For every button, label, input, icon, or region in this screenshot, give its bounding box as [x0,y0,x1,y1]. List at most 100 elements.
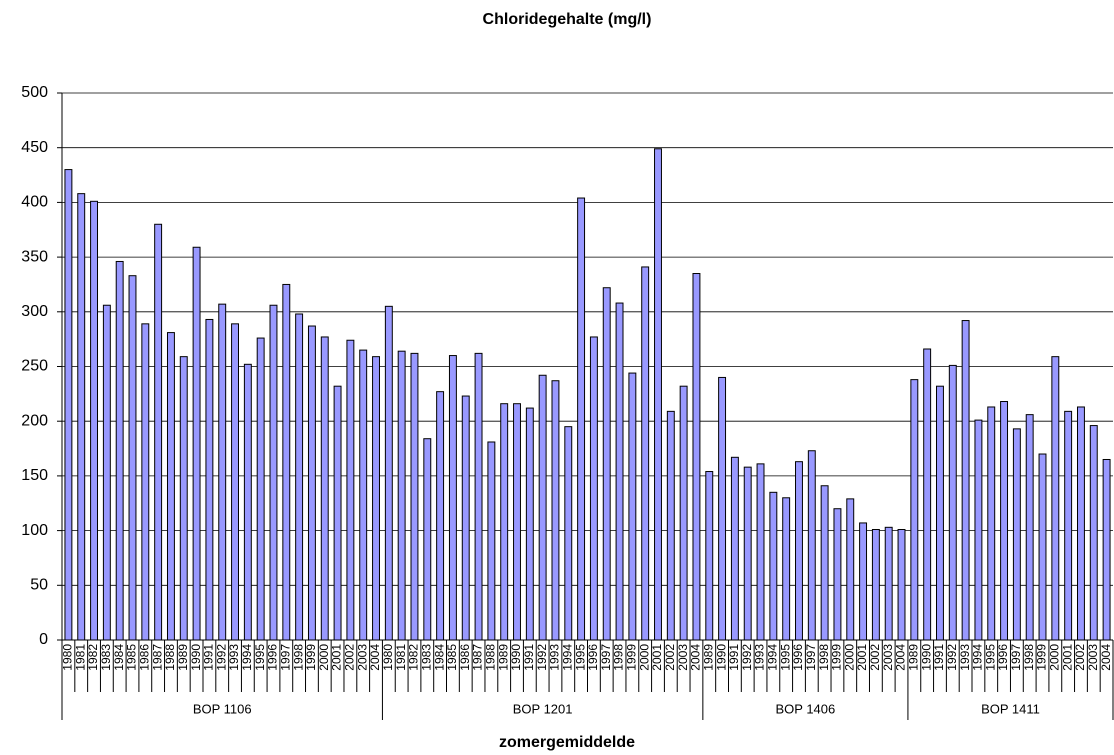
bar [243,363,252,641]
x-tick-label: 1983 [419,644,433,671]
x-tick-label: 2003 [881,644,895,671]
x-tick-label: 2000 [317,644,331,671]
bar [871,529,880,641]
x-tick-label: 1989 [176,644,190,671]
bar [384,305,393,641]
group-label: BOP 1406 [776,701,836,716]
x-tick-label: 2001 [330,644,344,671]
x-tick-label: 1998 [1022,644,1036,671]
bar [987,406,996,641]
bar [718,376,727,641]
bar [423,438,432,641]
x-tick-label: 1999 [304,644,318,671]
bar [666,410,675,641]
bar [269,304,278,641]
x-tick-label: 1987 [150,644,164,671]
x-tick-label: 1996 [266,644,280,671]
x-tick-label: 2002 [1073,644,1087,671]
x-tick-label: 2000 [842,644,856,671]
bar [218,303,227,641]
bar [1000,401,1009,641]
bar [654,148,662,641]
bar [1051,356,1060,641]
x-tick-label: 1988 [484,644,498,671]
bar [859,522,868,641]
x-tick-label: 1997 [599,644,613,671]
bar [102,304,111,641]
bar [602,287,611,641]
bar [564,426,573,641]
x-tick-label: 2001 [1060,644,1074,671]
bar [333,385,342,641]
x-tick-label: 1996 [586,644,600,671]
y-tick-label: 300 [21,303,48,320]
bar [282,283,291,641]
y-tick-label: 250 [21,358,48,375]
y-tick-label: 50 [30,577,48,594]
x-tick-label: 2001 [855,644,869,671]
y-tick-label: 450 [21,139,48,156]
x-tick-label: 2000 [637,644,651,671]
x-tick-label: 1998 [612,644,626,671]
y-tick-label: 400 [21,194,48,211]
bar [756,463,765,641]
x-tick-label: 1990 [919,644,933,671]
x-tick-label: 1995 [983,644,997,671]
x-tick-label: 1996 [996,644,1010,671]
x-tick-label: 1985 [445,644,459,671]
x-tick-label: 1981 [394,644,408,671]
bar [820,485,829,641]
x-tick-label: 1988 [163,644,177,671]
x-tick-label: 1980 [381,644,395,671]
x-tick-label: 1991 [202,644,216,671]
bar [846,498,855,641]
x-tick-label: 1998 [291,644,305,671]
bar [448,355,457,641]
bar [166,332,175,641]
x-tick-label: 1989 [907,644,921,671]
bar [231,323,239,641]
bar [474,352,483,641]
x-tick-label: 1992 [945,644,959,671]
bar [205,318,214,641]
bar [436,391,445,641]
x-tick-label: 1992 [535,644,549,671]
x-tick-label: 2003 [355,644,369,671]
bar [551,380,560,641]
bar [372,356,380,641]
bar [884,526,893,641]
bar [77,193,86,641]
y-tick-label: 100 [21,522,48,539]
bar [782,497,791,641]
x-tick-label: 1986 [458,644,472,671]
bar [461,395,470,641]
x-tick-label: 1980 [61,644,75,671]
x-tick-label: 1993 [958,644,972,671]
bar [256,337,265,641]
bar [910,379,919,641]
x-tick-label: 1986 [137,644,151,671]
bar [692,273,701,641]
x-tick-label: 1983 [99,644,113,671]
bar [346,339,355,641]
bar [1102,458,1111,641]
x-tick-label: 1990 [714,644,728,671]
bar [64,169,73,641]
bar [641,266,650,641]
group-label: BOP 1411 [981,701,1040,716]
x-tick-label: 2004 [689,644,703,671]
x-tick-label: 1989 [701,644,715,671]
bar [90,200,99,641]
y-tick-label: 350 [21,248,48,265]
bar [1012,428,1021,641]
bar [974,419,983,641]
x-tick-label: 1994 [766,644,780,671]
y-tick-label: 0 [39,631,48,648]
bar [192,246,201,641]
x-tick-label: 1998 [817,644,831,671]
x-tick-label: 2002 [343,644,357,671]
x-tick-label: 1994 [240,644,254,671]
y-tick-label: 200 [21,412,48,429]
x-tick-label: 1990 [509,644,523,671]
